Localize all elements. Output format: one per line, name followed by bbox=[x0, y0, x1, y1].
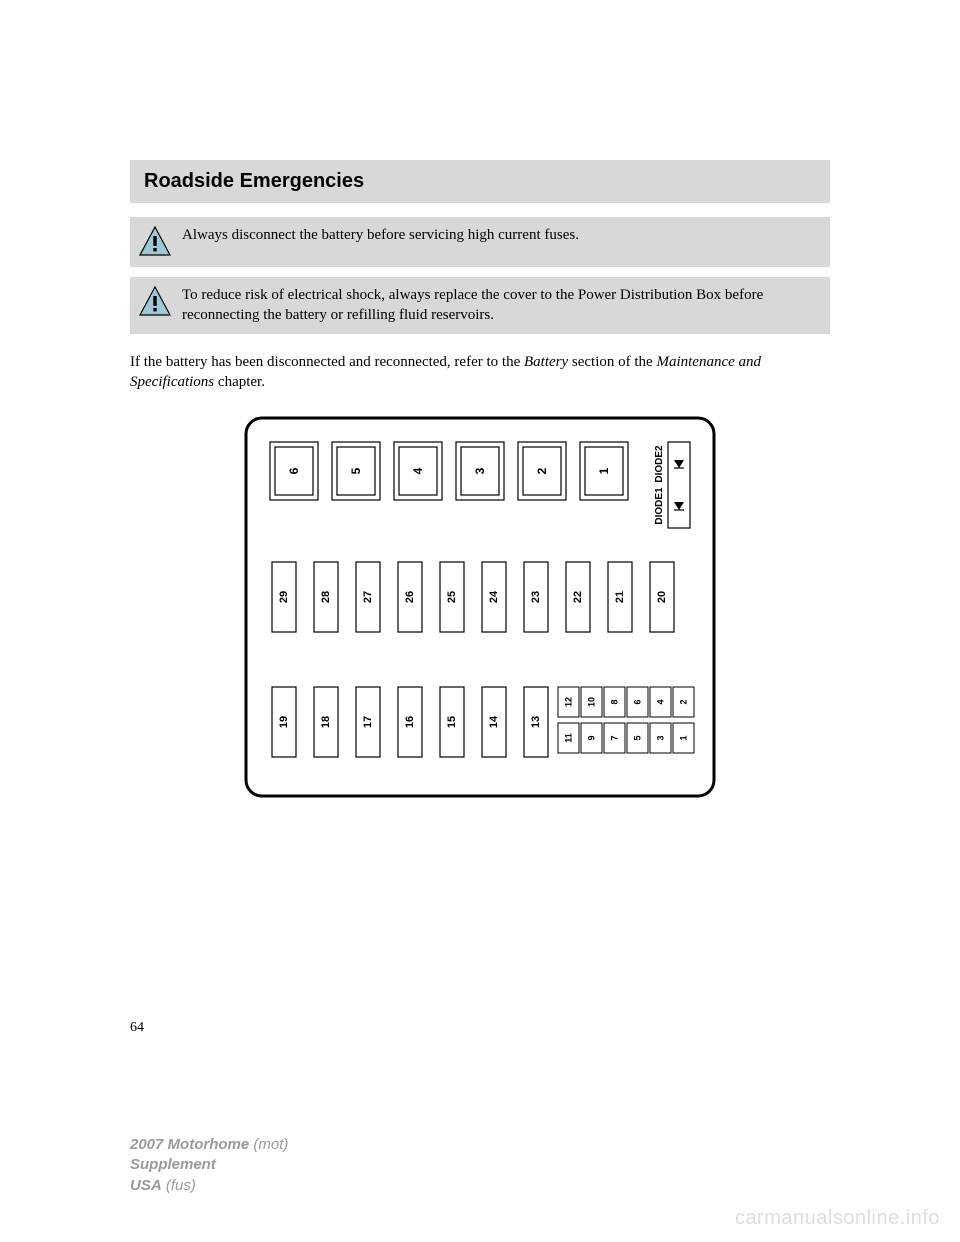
section-header: Roadside Emergencies bbox=[130, 160, 830, 203]
svg-text:2: 2 bbox=[535, 467, 549, 474]
svg-text:1: 1 bbox=[597, 467, 611, 474]
svg-text:19: 19 bbox=[278, 716, 290, 728]
svg-text:DIODE2: DIODE2 bbox=[654, 445, 665, 483]
svg-text:20: 20 bbox=[656, 591, 668, 603]
svg-text:21: 21 bbox=[614, 591, 626, 603]
svg-text:8: 8 bbox=[610, 699, 620, 704]
warning-icon bbox=[138, 225, 172, 259]
svg-text:5: 5 bbox=[349, 467, 363, 474]
svg-text:4: 4 bbox=[656, 699, 666, 704]
svg-text:12: 12 bbox=[564, 697, 574, 707]
warning-text-1: Always disconnect the battery before ser… bbox=[182, 225, 579, 245]
svg-text:26: 26 bbox=[404, 591, 416, 603]
svg-text:17: 17 bbox=[362, 716, 374, 728]
svg-text:18: 18 bbox=[320, 716, 332, 728]
body-pre: If the battery has been disconnected and… bbox=[130, 354, 524, 370]
svg-text:9: 9 bbox=[587, 735, 597, 740]
page-number: 64 bbox=[130, 1020, 144, 1036]
svg-text:29: 29 bbox=[278, 591, 290, 603]
svg-text:27: 27 bbox=[362, 591, 374, 603]
page-content: Roadside Emergencies Always disconnect t… bbox=[0, 0, 960, 802]
section-title: Roadside Emergencies bbox=[144, 170, 816, 193]
svg-text:24: 24 bbox=[488, 590, 500, 603]
footer-region: USA bbox=[130, 1177, 162, 1194]
body-italic-1: Battery bbox=[524, 354, 568, 370]
footer-line-2: Supplement bbox=[130, 1155, 288, 1175]
svg-text:6: 6 bbox=[633, 699, 643, 704]
warning-text-2: To reduce risk of electrical shock, alwa… bbox=[182, 285, 816, 326]
body-post: chapter. bbox=[214, 374, 265, 390]
warning-box-2: To reduce risk of electrical shock, alwa… bbox=[130, 277, 830, 334]
footer-code-2: (fus) bbox=[162, 1177, 196, 1194]
svg-text:DIODE1: DIODE1 bbox=[654, 487, 665, 525]
svg-text:23: 23 bbox=[530, 591, 542, 603]
fuse-diagram-wrap: 654321DIODE1DIODE22928272625242322212019… bbox=[130, 412, 830, 802]
svg-text:4: 4 bbox=[411, 467, 425, 474]
svg-text:2: 2 bbox=[679, 699, 689, 704]
svg-text:14: 14 bbox=[488, 715, 500, 728]
svg-text:3: 3 bbox=[473, 467, 487, 474]
svg-text:7: 7 bbox=[610, 735, 620, 740]
warning-icon bbox=[138, 285, 172, 319]
svg-text:5: 5 bbox=[633, 735, 643, 740]
watermark: carmanualsonline.info bbox=[735, 1207, 940, 1230]
svg-text:28: 28 bbox=[320, 591, 332, 603]
svg-text:3: 3 bbox=[656, 735, 666, 740]
svg-text:16: 16 bbox=[404, 716, 416, 728]
warning-box-1: Always disconnect the battery before ser… bbox=[130, 217, 830, 267]
svg-text:22: 22 bbox=[572, 591, 584, 603]
footer-line-3: USA (fus) bbox=[130, 1176, 288, 1196]
fuse-box-diagram: 654321DIODE1DIODE22928272625242322212019… bbox=[240, 412, 720, 802]
svg-text:15: 15 bbox=[446, 716, 458, 728]
footer-model: 2007 Motorhome bbox=[130, 1136, 249, 1153]
body-mid: section of the bbox=[568, 354, 656, 370]
svg-text:10: 10 bbox=[587, 697, 597, 707]
svg-text:13: 13 bbox=[530, 716, 542, 728]
footer-code-1: (mot) bbox=[249, 1136, 288, 1153]
footer-supplement: Supplement bbox=[130, 1156, 216, 1173]
svg-text:25: 25 bbox=[446, 591, 458, 603]
svg-text:11: 11 bbox=[564, 733, 574, 743]
footer-line-1: 2007 Motorhome (mot) bbox=[130, 1135, 288, 1155]
svg-text:6: 6 bbox=[287, 467, 301, 474]
svg-text:1: 1 bbox=[679, 735, 689, 740]
body-paragraph: If the battery has been disconnected and… bbox=[130, 352, 830, 393]
footer: 2007 Motorhome (mot) Supplement USA (fus… bbox=[130, 1135, 288, 1196]
